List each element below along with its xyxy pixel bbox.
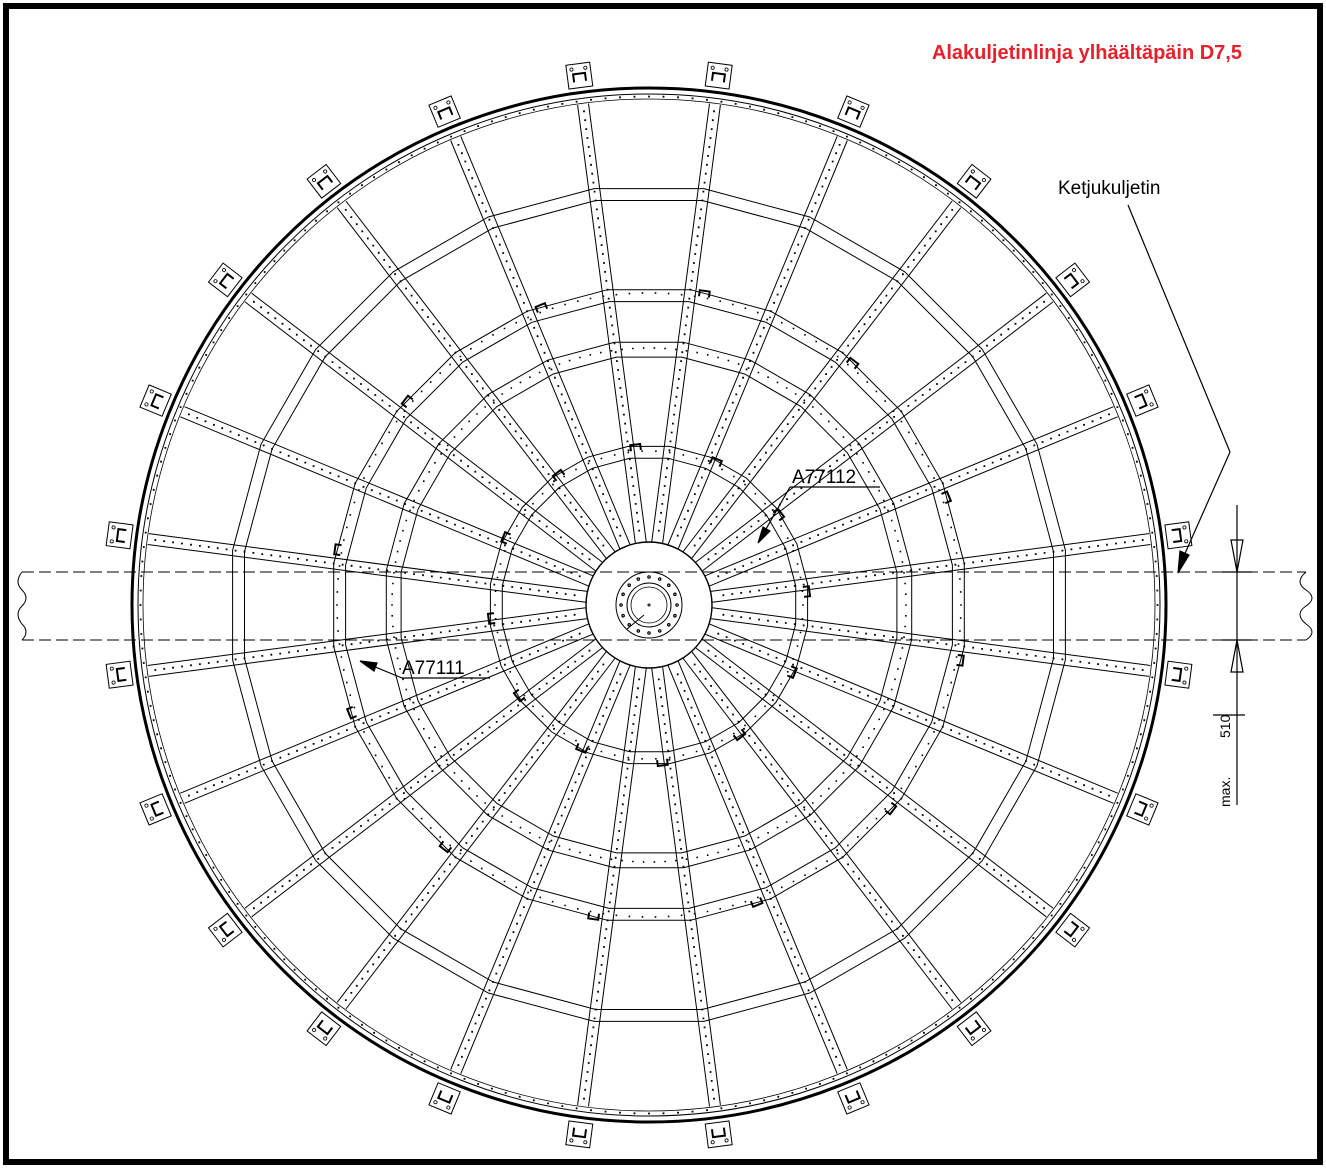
spoke-bolts [345, 665, 604, 1001]
bracket [710, 457, 722, 466]
rim-lug [566, 1121, 593, 1148]
rim-lug [106, 661, 133, 688]
conveyor-leader [1128, 205, 1230, 573]
dimension-value: 510 [1217, 714, 1233, 738]
rim-lug [705, 62, 732, 89]
spoke-bolts [583, 111, 640, 530]
spoke-edge [252, 293, 604, 563]
spoke-edge [652, 104, 710, 543]
spoke-edge [663, 105, 721, 544]
spoke-bolts [708, 651, 1045, 909]
rim-lug [838, 96, 869, 127]
spoke-edge [702, 302, 1054, 572]
spoke-edge [652, 667, 710, 1106]
spoke-edge [678, 660, 848, 1069]
bracket [501, 532, 510, 544]
spoke-edge [578, 666, 636, 1105]
rim-lug [140, 794, 171, 825]
rim-lug [429, 1083, 460, 1114]
bracket [488, 613, 495, 624]
spoke-bolts [658, 111, 715, 530]
spoke-bolts [708, 302, 1045, 560]
spoke-edge [252, 647, 604, 917]
part-label-a77112: A77112 [792, 467, 856, 488]
spoke-edge [148, 608, 587, 666]
rim-lug [140, 385, 171, 416]
spoke-edge [691, 208, 961, 560]
spoke-edge [451, 141, 621, 550]
spoke-edge [695, 293, 1047, 563]
spoke-edge [245, 302, 597, 572]
spoke-edge [346, 201, 616, 553]
bracket [553, 470, 565, 481]
rim-lug [1165, 522, 1192, 549]
spoke-edge [710, 534, 1149, 592]
spoke-edge [337, 651, 607, 1003]
spoke-edge [451, 660, 621, 1069]
conveyor-label: Ketjukuljetin [1058, 178, 1160, 199]
spoke-edge [337, 208, 607, 560]
dimension-prefix: max. [1217, 777, 1233, 807]
rim-lug [705, 1121, 732, 1148]
dimension-max-510 [1213, 505, 1252, 805]
spoke-edge [589, 667, 647, 1106]
spoke-edge [711, 608, 1150, 666]
rim-lug [106, 522, 133, 549]
hub-outer [586, 542, 712, 668]
bracket [657, 759, 668, 766]
spoke-bolts [253, 302, 590, 560]
rim-lug [1165, 661, 1192, 688]
spoke-edge [695, 647, 1047, 917]
spoke-edge [589, 104, 647, 543]
spoke-bolts [253, 651, 590, 909]
spoke-edge [691, 651, 961, 1003]
spoke-bolts [694, 210, 953, 546]
spoke-edge [710, 619, 1149, 677]
spoke-edge [663, 666, 721, 1105]
rim-lug [1127, 385, 1158, 416]
spoke-edge [702, 638, 1054, 908]
spoke-edge [149, 534, 588, 592]
rim-lug [838, 1083, 869, 1114]
rim-lug [566, 62, 593, 89]
bracket [630, 444, 641, 451]
rim-lug [1127, 794, 1158, 825]
spoke-edge [148, 545, 587, 603]
spoke-bolts [583, 679, 640, 1098]
spoke-bolts [658, 679, 715, 1098]
spoke-edge [678, 141, 848, 550]
bracket [803, 586, 810, 597]
wheel-frame [106, 62, 1192, 1148]
spoke-edge [346, 658, 616, 1010]
rim-lug [429, 96, 460, 127]
spoke-edge [682, 201, 952, 553]
bracket [514, 690, 525, 702]
bracket [734, 729, 746, 740]
spoke-bolts [694, 665, 953, 1001]
spoke-edge [682, 658, 952, 1010]
spoke-edge [578, 105, 636, 544]
spoke-edge [711, 545, 1150, 603]
drawing-title: Alakuljetinlinja ylhäältäpäin D7,5 [932, 42, 1242, 64]
bracket [576, 743, 588, 752]
bracket [787, 666, 796, 678]
spoke-bolts [345, 210, 604, 546]
part-label-a77111: A77111 [402, 658, 465, 679]
